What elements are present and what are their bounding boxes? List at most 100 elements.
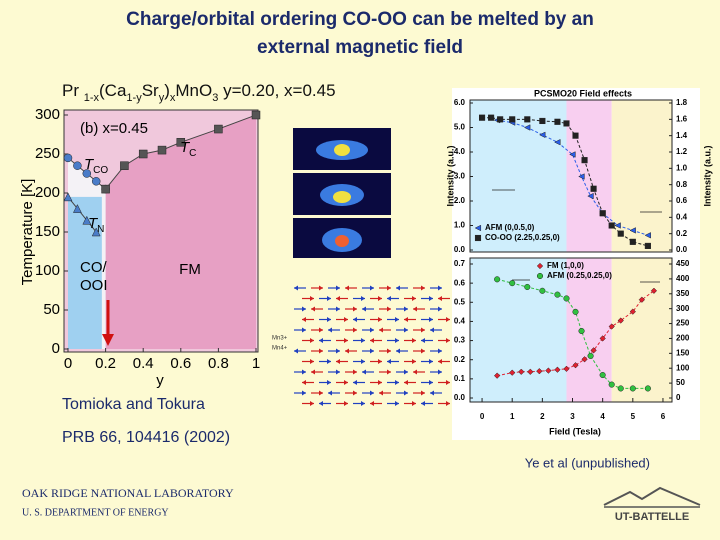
- region-label: OOI: [80, 277, 108, 294]
- lattice-arrow-head: [344, 338, 348, 343]
- lattice-arrow-head: [327, 359, 331, 364]
- field-region: [470, 100, 567, 252]
- label-main: T: [88, 215, 99, 232]
- point: [569, 151, 576, 158]
- point: [554, 366, 561, 373]
- x-axis-label: y: [156, 372, 164, 389]
- footer-lab: OAK RIDGE NATIONAL LABORATORY: [22, 486, 234, 500]
- point: [629, 238, 636, 245]
- point: [527, 368, 534, 375]
- field-region: [611, 258, 672, 402]
- y2-tick-label: 300: [676, 304, 690, 313]
- lattice-arrow-head: [310, 359, 314, 364]
- point: [497, 116, 504, 123]
- y2-tick-label: 450: [676, 259, 690, 268]
- legend-label: FM (1,0,0): [547, 261, 584, 270]
- lattice-arrow-head: [370, 348, 374, 354]
- lattice-arrow-head: [387, 285, 391, 291]
- image-blob: [335, 235, 349, 247]
- lattice-arrow-head: [302, 369, 306, 375]
- point: [563, 365, 570, 372]
- point: [523, 124, 531, 131]
- field-region: [470, 258, 567, 402]
- lattice-arrow-head: [378, 296, 382, 301]
- y2-tick-label: 150: [676, 348, 690, 357]
- lattice-arrow-head: [344, 380, 348, 385]
- lattice-arrow-head: [311, 369, 315, 375]
- point: [91, 227, 101, 237]
- y-tick-label: 0.2: [454, 355, 466, 364]
- point: [581, 157, 588, 164]
- y2-tick-label: 0.0: [676, 245, 688, 254]
- legend-label: Mn4+: [272, 346, 288, 352]
- formula-part: y=0.20, x=0.45: [218, 81, 335, 100]
- point: [629, 308, 636, 315]
- y2-tick-label: 400: [676, 274, 690, 283]
- lattice-arrow-head: [319, 390, 323, 396]
- formula-part: x: [170, 92, 176, 104]
- x-tick-label: 0.6: [170, 355, 191, 372]
- point: [474, 224, 482, 232]
- x-tick-label: 1: [252, 355, 260, 372]
- series-label: TC: [180, 139, 196, 159]
- y-tick-label: 0.4: [454, 317, 466, 326]
- y2-tick-label: 1.8: [676, 98, 688, 107]
- y-tick-label: 2.0: [454, 196, 466, 205]
- lattice-arrow-head: [310, 338, 314, 343]
- y2-axis-label: Intensity (a.u.): [702, 145, 712, 206]
- lattice-arrow-head: [446, 317, 450, 322]
- lattice-arrow-head: [310, 401, 314, 406]
- point: [563, 295, 570, 302]
- y-tick-label: 1.0: [454, 221, 466, 230]
- lattice-arrow-head: [413, 369, 417, 375]
- lattice-arrow-head: [319, 285, 323, 291]
- y2-tick-label: 0.4: [676, 212, 688, 221]
- point: [518, 368, 525, 375]
- lattice-arrow-head: [336, 348, 340, 354]
- lattice-arrow-head: [345, 348, 349, 354]
- x-tick-label: 2: [540, 412, 545, 421]
- lattice-arrow-head: [361, 359, 365, 364]
- lattice-arrow-head: [370, 338, 374, 343]
- lattice-arrow-head: [412, 359, 416, 364]
- label-sub: CO: [93, 165, 108, 176]
- point: [120, 161, 129, 170]
- lattice-arrow-head: [404, 317, 408, 322]
- y-tick-label: 5.0: [454, 123, 466, 132]
- lattice-arrow-head: [412, 401, 416, 406]
- lattice-arrow-head: [421, 348, 425, 354]
- lattice-arrow-head: [336, 359, 340, 364]
- point: [488, 114, 495, 121]
- point: [214, 124, 223, 134]
- y2-tick-label: 250: [676, 319, 690, 328]
- x-tick-label: 0: [64, 355, 72, 372]
- lattice-arrow-head: [429, 317, 433, 322]
- lattice-arrow-head: [387, 369, 391, 375]
- point: [539, 117, 546, 125]
- point: [91, 177, 101, 186]
- y-tick-label: 3.0: [454, 172, 466, 181]
- lattice-arrow-head: [362, 369, 366, 375]
- label-sub: C: [189, 148, 196, 159]
- legend-label: Mn3+: [272, 336, 288, 342]
- region-label: FM: [179, 261, 201, 278]
- lattice-arrow-head: [361, 338, 365, 343]
- region-label: CO/: [80, 259, 108, 276]
- lattice-arrow-head: [327, 317, 331, 322]
- legend-label: AFM (0,0.5,0): [485, 223, 535, 232]
- y2-tick-label: 0.6: [676, 196, 688, 205]
- y-axis-label: Temperature [K]: [19, 179, 36, 286]
- point: [629, 385, 636, 392]
- point: [554, 118, 561, 125]
- y2-tick-label: 1.6: [676, 114, 688, 123]
- point: [578, 327, 585, 335]
- point: [479, 114, 486, 121]
- x-tick-label: 0.8: [208, 355, 229, 372]
- point: [138, 149, 148, 159]
- point: [536, 272, 544, 280]
- point: [539, 287, 546, 294]
- lattice-arrow-head: [421, 338, 425, 343]
- x-tick-label: 1: [510, 412, 515, 421]
- lattice-arrow-head: [336, 285, 340, 291]
- point: [554, 138, 561, 146]
